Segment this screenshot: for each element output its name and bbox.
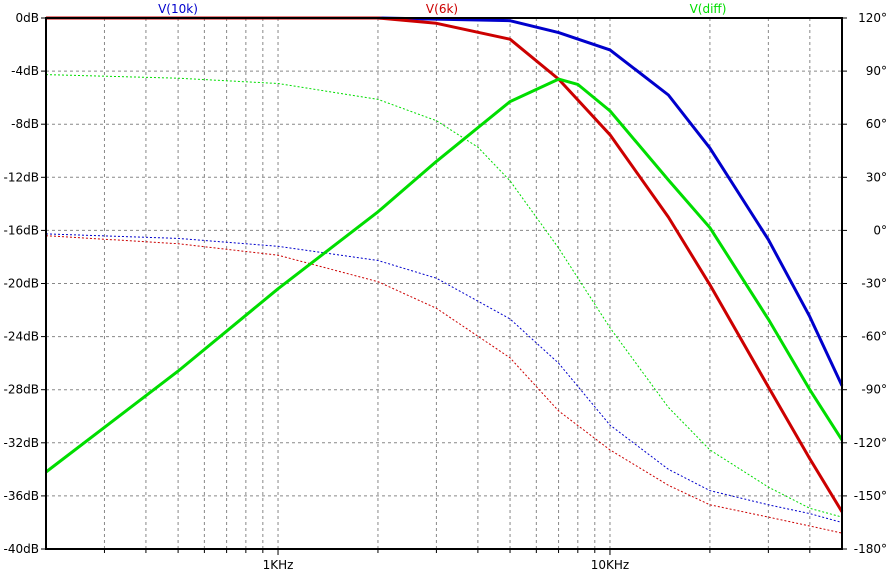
- y-left-tick-label: -12dB: [4, 170, 39, 184]
- y-left-tick-label: -24dB: [4, 330, 39, 344]
- series-2-magnitude-line: [46, 16, 844, 513]
- y-left-tick-label: -28dB: [4, 383, 39, 397]
- y-left-tick-label: -32dB: [4, 436, 39, 450]
- curves-layer: [45, 16, 844, 534]
- y-left-tick-label: -8dB: [11, 117, 39, 131]
- series-1-magnitude-line: [46, 16, 844, 387]
- legend-label-series-1: V(10k): [158, 2, 198, 16]
- y-right-tick-label: -30°: [861, 277, 887, 291]
- y-right-tick-label: -90°: [861, 383, 887, 397]
- y-right-tick-label: 30°: [866, 170, 887, 184]
- y-right-tick-label: -120°: [854, 436, 887, 450]
- y-right-tick-label: 90°: [866, 64, 887, 78]
- legend: V(10k) V(6k) V(diff): [158, 2, 726, 16]
- legend-label-series-3: V(diff): [690, 2, 727, 16]
- y-right-tick-label: -180°: [854, 542, 887, 556]
- y-left-tick-label: -4dB: [11, 64, 39, 78]
- y-right-tick-label: 60°: [866, 117, 887, 131]
- y-left-tick-label: -40dB: [4, 542, 39, 556]
- y-left-tick-label: 0dB: [16, 11, 39, 25]
- grid-layer: [46, 18, 842, 549]
- x-tick-label: 10KHz: [591, 558, 629, 572]
- axes-layer: [41, 17, 847, 555]
- y-right-tick-label: 120°: [858, 11, 887, 25]
- y-left-tick-label: -36dB: [4, 489, 39, 503]
- legend-label-series-2: V(6k): [426, 2, 458, 16]
- y-left-tick-label: -16dB: [4, 223, 39, 237]
- y-right-tick-label: 0°: [873, 223, 887, 237]
- series-3-magnitude-line: [45, 77, 844, 474]
- y-right-tick-label: -150°: [854, 489, 887, 503]
- series-1-phase-line: [45, 233, 843, 523]
- series-3-phase-line: [45, 74, 843, 518]
- x-tick-label: 1KHz: [263, 558, 294, 572]
- y-left-tick-label: -20dB: [4, 277, 39, 291]
- y-right-tick-label: -60°: [861, 330, 887, 344]
- labels-layer: 0dB -4dB -8dB -12dB -16dB -20dB -24dB -28dB -32d…: [4, 11, 887, 572]
- series-2-phase-line: [45, 235, 843, 534]
